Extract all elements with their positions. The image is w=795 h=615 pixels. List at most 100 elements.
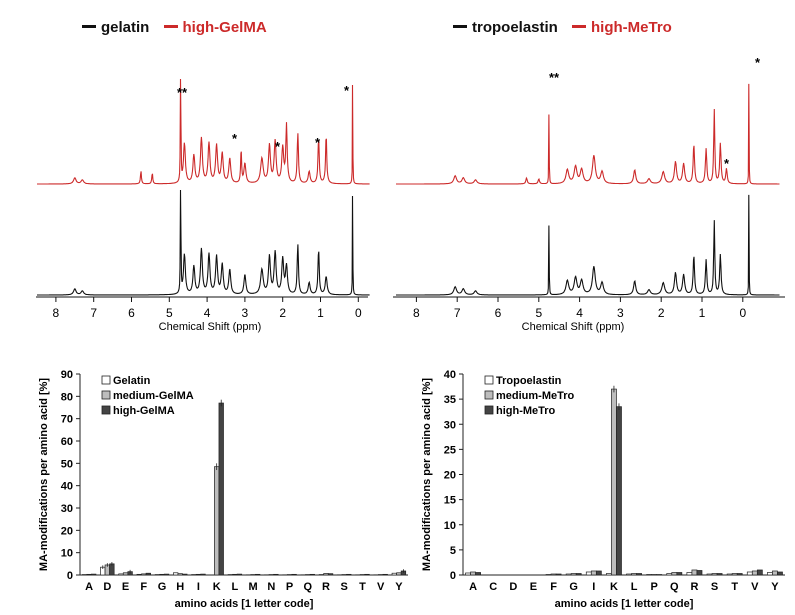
nmr-marker-right-3: * [755,55,761,70]
metro-bar-high-MeTro-V [756,569,763,576]
metro-ytick-label-0: 0 [450,570,456,582]
gelma-ytick-label-4: 40 [61,481,73,493]
metro-category-V: V [751,581,759,593]
gelma-category-F: F [140,581,147,593]
metro-bar-medium-MeTro-T [731,573,738,576]
gelma-legend-swatch-1 [101,390,111,400]
metro-legend-label-0: Tropoelastin [496,375,562,387]
metro-bar-Tropoelastin-K [606,573,612,576]
gelma-category-Y: Y [395,581,403,593]
legend-dash-gelatin [82,25,96,29]
nmr-tick-label-left-4: 4 [204,306,211,320]
gelma-category-P: P [286,581,293,593]
metro-bar-medium-MeTro-Q [671,572,678,576]
metro-category-E: E [530,581,537,593]
metro-bar-medium-MeTro-G [570,573,577,576]
legend-dash-high-gelma [163,25,178,29]
metro-bar-high-MeTro-A [475,572,481,576]
nmr-marker-left-5: * [344,83,350,98]
gelma-bar-high-GelMA-P [291,573,297,576]
metro-category-L: L [631,581,638,593]
gelma-category-G: G [158,581,167,593]
nmr-legend-right: tropoelastin high-MeTro [453,19,682,36]
metro-bar-high-MeTro-T [736,573,743,576]
nmr-marker-left-4: * [315,135,321,150]
gelma-bar-high-GelMA-G [163,573,170,576]
gelma-ytick-label-5: 50 [61,458,73,470]
metro-bar-Tropoelastin-T [726,573,733,576]
metro-category-F: F [550,581,557,593]
metro-legend-swatch-0 [484,375,494,385]
gelma-legend-swatch-2 [101,405,111,415]
gelma-category-Q: Q [303,581,312,593]
metro-bar-high-MeTro-G [575,573,582,576]
gelma-bar-high-GelMA-V [382,573,388,576]
metro-category-K: K [610,581,618,593]
metro-category-Y: Y [771,581,779,593]
gelma-ytick-label-6: 60 [61,436,73,448]
metro-category-Q: Q [670,581,679,593]
metro-bar-Tropoelastin-F [545,574,552,576]
nmr-xlabel-left: Chemical Shift (ppm) [159,321,262,333]
nmr-tick-label-right-1: 7 [454,306,461,320]
gelma-bar-high-GelMA-N [273,573,279,576]
gelma-bar-high-GelMA-Q [309,573,315,576]
bar-chart-gelma: 0 10 20 30 40 50 60 70 80 90 A D E F G H I K L M N P Q R S T V Yami… [38,369,408,610]
nmr-marker-right-1: ** [549,70,560,85]
legend-label-high-gelma: high-GelMA [182,19,267,36]
metro-category-D: D [509,581,517,593]
metro-ytick-label-5: 25 [444,444,456,456]
gelma-bar-high-GelMA-T [364,573,370,576]
gelma-category-H: H [176,581,184,593]
metro-bar-Tropoelastin-P [646,574,653,576]
metro-category-R: R [690,581,698,593]
metro-ytick-label-6: 30 [444,419,456,431]
nmr-tick-label-right-2: 6 [495,306,502,320]
gelma-category-S: S [341,581,348,593]
gelma-bar-medium-GelMA-G [159,573,165,576]
metro-bar-high-MeTro-L [636,573,642,576]
metro-category-T: T [731,581,738,593]
gelma-legend-swatch-0 [101,375,111,385]
nmr-marker-left-3: * [275,139,281,154]
gelma-ytick-label-0: 0 [67,570,73,582]
metro-bar-medium-MeTro-R [691,569,698,576]
metro-category-P: P [651,581,658,593]
gelma-category-V: V [377,581,385,593]
gelma-category-D: D [103,581,111,593]
metro-legend-swatch-2 [484,405,494,415]
spectrum-high-gelma [37,78,370,185]
metro-bar-medium-MeTro-L [631,573,637,576]
nmr-tick-label-right-3: 5 [535,306,542,320]
metro-bar-medium-MeTro-Y [772,570,778,576]
gelma-ytick-label-1: 10 [61,548,73,560]
gelma-legend-label-2: high-GelMA [113,405,175,417]
metro-bar-high-MeTro-K [616,406,622,576]
gelma-bar-high-GelMA-L [236,573,243,576]
gelma-ylabel: MA-modifications per amino acid [%] [38,378,50,571]
gelma-category-A: A [85,581,93,593]
metro-ylabel: MA-modifications per amino acid [%] [421,378,433,571]
spectrum-tropoelastin [396,194,780,296]
gelma-bar-high-GelMA-H [182,573,188,576]
gelma-bar-medium-GelMA-L [232,573,238,576]
legend-dash-tropoelastin [453,25,467,29]
gelma-bar-Gelatin-F [136,573,142,576]
metro-bar-medium-MeTro-F [550,573,557,576]
gelma-ytick-label-8: 80 [61,391,73,403]
nmr-tick-label-left-6: 2 [279,306,286,320]
nmr-tick-label-left-1: 7 [90,306,97,320]
metro-bar-Tropoelastin-R [686,572,693,576]
nmr-tick-label-right-4: 4 [576,306,583,320]
metro-bar-high-MeTro-Q [676,572,683,576]
nmr-tick-label-left-0: 8 [53,306,60,320]
metro-bar-Tropoelastin-S [706,573,713,576]
metro-bar-Tropoelastin-I [585,571,592,576]
gelma-ytick-label-3: 30 [61,503,73,515]
nmr-tick-label-left-5: 3 [242,306,249,320]
metro-bar-Tropoelastin-Y [767,572,773,576]
metro-bar-Tropoelastin-A [465,572,471,576]
gelma-bar-medium-GelMA-F [141,573,147,576]
